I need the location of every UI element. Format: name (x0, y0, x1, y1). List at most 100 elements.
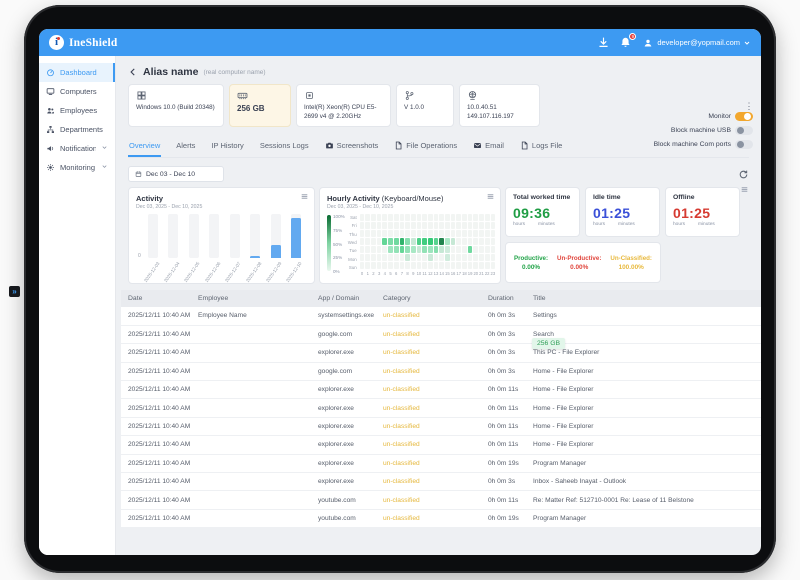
heatmap-cell (484, 230, 490, 237)
date-range-input[interactable] (145, 170, 217, 178)
heatmap-cell (376, 262, 382, 269)
heatmap-row-label: Sat (350, 215, 357, 220)
user-menu[interactable]: developer@yopmail.com (641, 36, 751, 49)
info-card: 256 GB (229, 84, 291, 127)
bar (290, 217, 301, 258)
cell-date: 2025/12/11 10:40 AM (121, 325, 191, 345)
heatmap-cell (427, 238, 433, 245)
info-card: 10.0.40.51 149.107.116.197 (459, 84, 540, 127)
sidebar: Dashboard Computers Employees Departments No… (39, 56, 116, 555)
tab-file-operations[interactable]: File Operations (393, 137, 458, 157)
chevron-down-icon (101, 163, 108, 172)
sidebar-expand-icon[interactable]: » (9, 286, 20, 297)
refresh-icon[interactable] (738, 169, 749, 180)
notification-badge: 9 (629, 33, 637, 40)
toggle-switch[interactable] (735, 140, 753, 149)
cell-title: Home - File Explorer (526, 435, 761, 455)
sidebar-item-departments[interactable]: Departments (39, 120, 115, 139)
sidebar-item-monitoring[interactable]: Monitoring (39, 158, 115, 177)
heatmap-cell (359, 246, 365, 253)
table-column-header[interactable]: App / Domain (311, 290, 376, 307)
cell-app-domain: explorer.exe (311, 454, 376, 474)
table-column-header[interactable]: Date (121, 290, 191, 307)
unit-minutes: minutes (618, 222, 635, 227)
sidebar-item-dashboard[interactable]: Dashboard (39, 63, 115, 82)
heatmap-cell (462, 238, 467, 245)
table-column-header[interactable]: Title (526, 290, 761, 307)
heatmap-cell (416, 254, 422, 261)
toggle-row: Monitor (708, 112, 753, 121)
heatmap-cell (462, 222, 467, 229)
cell-duration: 0h 0m 11s (481, 435, 526, 455)
table-column-header[interactable]: Duration (481, 290, 526, 307)
heatmap-cell (399, 214, 405, 221)
tab-label: Logs File (531, 141, 563, 150)
main-content: Alias name (real computer name) ⋮ Window… (116, 56, 761, 555)
cell-app-domain: explorer.exe (311, 343, 376, 363)
summary-menu-icon[interactable] (740, 185, 749, 194)
bar-x-label: 2025-12-04 (162, 261, 181, 284)
tab-sessions-logs[interactable]: Sessions Logs (259, 137, 310, 157)
tab-logs-file[interactable]: Logs File (519, 137, 563, 157)
page-menu-icon[interactable]: ⋮ (744, 101, 754, 111)
heatmap-cell (490, 238, 496, 245)
table-row: 2025/12/11 10:40 AM google.com un-classifi… (121, 362, 761, 382)
heatmap-row-label: Wed (347, 239, 357, 245)
chart-menu-icon[interactable] (486, 192, 495, 201)
cell-title: Re: Matter Ref: 512710-0001 Re: Lease of… (526, 490, 761, 510)
bell-icon[interactable]: 9 (619, 33, 637, 49)
unit-minutes: minutes (538, 222, 555, 227)
cell-category: un-classified (376, 380, 481, 400)
heatmap-cell (410, 230, 416, 237)
cell-category: un-classified (376, 509, 481, 529)
cell-app-domain: youtube.com (311, 490, 376, 510)
classification-label: Un-Classified: (610, 254, 652, 262)
heatmap-row-label: Thu (349, 231, 357, 237)
heatmap-cell (462, 246, 467, 253)
chart-menu-icon[interactable] (300, 192, 309, 201)
heatmap-cell (405, 214, 410, 221)
date-range-picker[interactable] (128, 166, 224, 182)
sidebar-item-label: Monitoring (60, 163, 96, 172)
heatmap-cell (479, 254, 484, 261)
file-icon (520, 141, 529, 150)
heatmap-cell (399, 262, 405, 269)
sidebar-item-notifications[interactable]: Notifications (39, 139, 115, 158)
table-column-header[interactable]: Employee (191, 290, 311, 307)
cell-employee: Employee Name (191, 307, 311, 326)
user-icon (641, 36, 654, 49)
heatmap-cell (416, 230, 422, 237)
bar-x-label: 2025-12-09 (265, 261, 283, 284)
download-icon[interactable] (597, 36, 610, 49)
tab-screenshots[interactable]: Screenshots (324, 137, 380, 157)
toggle-switch[interactable] (735, 112, 753, 121)
heatmap-cell (467, 230, 473, 237)
cell-employee (191, 343, 311, 363)
brand: i IneShield (49, 35, 117, 50)
cell-app-domain: explorer.exe (311, 417, 376, 437)
tab-email[interactable]: Email (472, 137, 505, 157)
info-card-text: Intel(R) Xeon(R) CPU E5-2699 v4 @ 2.20GH… (304, 104, 377, 120)
sidebar-item-computers[interactable]: Computers (39, 82, 115, 101)
heatmap-cell (410, 214, 416, 221)
sidebar-item-employees[interactable]: Employees (39, 101, 115, 120)
heatmap-cell (427, 222, 433, 229)
tab-overview[interactable]: Overview (128, 137, 162, 157)
classification-value: 0.00% (521, 263, 541, 271)
heatmap-cell (365, 238, 371, 245)
tab-ip-history[interactable]: IP History (210, 137, 244, 157)
cell-employee (191, 454, 311, 474)
heatmap-legend-gradient (327, 215, 331, 271)
cell-date: 2025/12/11 10:40 AM (121, 417, 191, 437)
heatmap-cell (450, 238, 456, 245)
toggle-switch[interactable] (735, 126, 753, 135)
table-column-header[interactable]: Category (376, 290, 481, 307)
back-arrow-icon[interactable] (128, 67, 138, 77)
info-card-text: 10.0.40.51 149.107.116.197 (467, 104, 514, 120)
cell-duration: 0h 0m 19s (481, 509, 526, 529)
info-card-text: V 1.0.0 (404, 104, 424, 111)
tab-alerts[interactable]: Alerts (175, 137, 196, 157)
table-row: 2025/12/11 10:40 AM explorer.exe un-classi… (121, 380, 761, 400)
cell-category: un-classified (376, 362, 481, 382)
heatmap-hour-label: 23 (490, 271, 496, 276)
